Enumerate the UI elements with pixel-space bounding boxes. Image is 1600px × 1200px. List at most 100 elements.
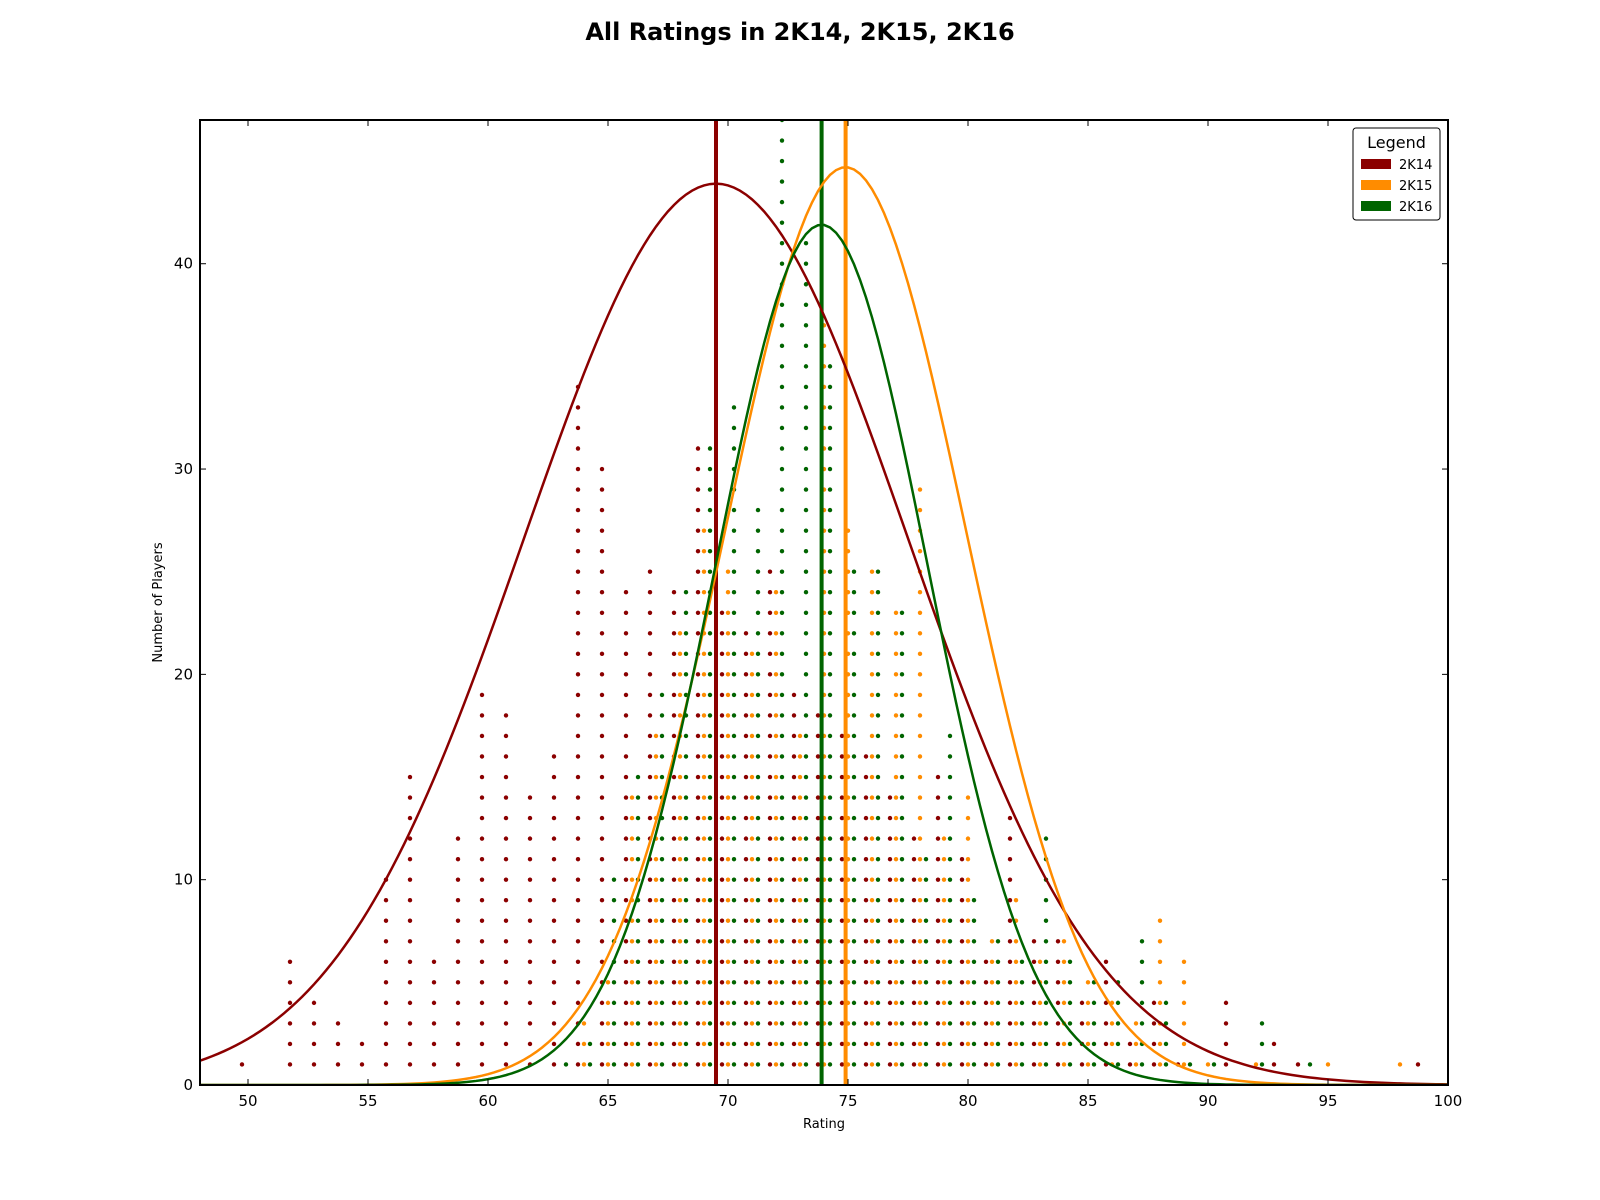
data-point-2k15: [725, 590, 731, 595]
data-point-2k16: [875, 795, 881, 800]
data-point-2k15: [869, 631, 875, 636]
data-point-2k14: [647, 1000, 653, 1006]
data-point-2k14: [1007, 877, 1013, 882]
data-point-2k15: [1325, 1062, 1331, 1067]
data-point-2k14: [575, 631, 581, 636]
data-point-2k16: [947, 1062, 953, 1067]
data-point-2k16: [851, 856, 857, 862]
legend-swatch-2k14: [1361, 159, 1391, 169]
data-point-2k15: [749, 1021, 755, 1026]
data-point-2k14: [983, 1041, 989, 1047]
data-point-2k14: [623, 1021, 629, 1026]
data-point-2k14: [671, 980, 677, 985]
data-point-2k15: [917, 1021, 923, 1026]
data-point-2k16: [635, 795, 641, 800]
data-point-2k14: [767, 672, 773, 677]
data-point-2k14: [815, 939, 821, 944]
data-point-2k16: [875, 631, 881, 636]
data-point-2k14: [911, 939, 917, 944]
data-point-2k14: [767, 590, 773, 595]
data-point-2k14: [815, 980, 821, 985]
data-point-2k14: [935, 898, 941, 903]
data-point-2k16: [875, 754, 881, 759]
data-point-2k15: [653, 898, 659, 903]
y-tick-label: 0: [183, 1076, 193, 1094]
data-point-2k14: [695, 466, 701, 472]
data-point-2k15: [797, 1021, 803, 1026]
data-point-2k15: [965, 795, 971, 800]
data-point-2k14: [575, 795, 581, 800]
data-point-2k16: [1091, 1041, 1097, 1047]
data-point-2k14: [431, 959, 437, 965]
data-point-2k15: [1061, 1000, 1067, 1006]
data-point-2k15: [773, 856, 779, 862]
data-point-2k14: [767, 733, 773, 739]
data-point-2k16: [755, 774, 761, 780]
data-point-2k16: [923, 1062, 929, 1067]
data-point-2k15: [629, 815, 635, 821]
data-point-2k15: [893, 898, 899, 903]
data-point-2k15: [797, 815, 803, 821]
data-point-2k16: [1043, 836, 1049, 841]
data-point-2k15: [1061, 1062, 1067, 1067]
data-point-2k16: [851, 754, 857, 759]
data-point-2k15: [917, 795, 923, 800]
data-point-2k15: [893, 713, 899, 718]
data-point-2k15: [965, 939, 971, 944]
data-point-2k15: [725, 815, 731, 821]
y-tick-label: 30: [174, 460, 193, 478]
data-point-2k16: [659, 774, 665, 780]
data-point-2k14: [815, 713, 821, 718]
data-point-2k14: [647, 1021, 653, 1026]
data-point-2k14: [575, 590, 581, 595]
data-point-2k14: [575, 877, 581, 882]
data-point-2k14: [575, 1041, 581, 1047]
data-point-2k14: [407, 774, 413, 780]
data-point-2k15: [701, 939, 707, 944]
data-point-2k15: [725, 651, 731, 657]
data-point-2k14: [623, 836, 629, 841]
data-point-2k15: [605, 1041, 611, 1047]
data-point-2k16: [683, 980, 689, 985]
data-point-2k15: [773, 795, 779, 800]
data-point-2k16: [611, 1041, 617, 1047]
data-point-2k14: [575, 836, 581, 841]
data-point-2k14: [551, 1000, 557, 1006]
data-point-2k16: [803, 425, 809, 431]
data-point-2k14: [671, 672, 677, 677]
data-point-2k16: [899, 610, 905, 615]
data-point-2k16: [707, 754, 713, 759]
data-point-2k16: [611, 898, 617, 903]
data-point-2k16: [851, 733, 857, 739]
data-point-2k16: [803, 898, 809, 903]
data-point-2k14: [815, 1062, 821, 1067]
data-point-2k16: [923, 1041, 929, 1047]
data-point-2k14: [503, 774, 509, 780]
data-point-2k16: [731, 548, 737, 554]
data-point-2k14: [815, 898, 821, 903]
data-point-2k14: [455, 1000, 461, 1006]
data-point-2k15: [1037, 959, 1043, 965]
data-point-2k15: [653, 980, 659, 985]
data-point-2k15: [917, 815, 923, 821]
data-point-2k16: [683, 856, 689, 862]
data-point-2k14: [1151, 1041, 1157, 1047]
data-point-2k16: [1163, 1021, 1169, 1026]
scatter-layer: [239, 120, 1421, 1067]
data-point-2k14: [911, 1021, 917, 1026]
data-point-2k14: [671, 1062, 677, 1067]
data-point-2k14: [911, 856, 917, 862]
data-point-2k14: [959, 856, 965, 862]
data-point-2k15: [965, 1041, 971, 1047]
data-point-2k15: [701, 1021, 707, 1026]
data-point-2k15: [1133, 1041, 1139, 1047]
data-point-2k14: [1031, 980, 1037, 985]
data-point-2k16: [803, 261, 809, 266]
data-point-2k16: [779, 610, 785, 615]
data-point-2k14: [791, 1000, 797, 1006]
data-point-2k16: [707, 795, 713, 800]
data-point-2k14: [839, 939, 845, 944]
data-point-2k14: [935, 836, 941, 841]
data-point-2k16: [731, 651, 737, 657]
data-point-2k16: [851, 959, 857, 965]
